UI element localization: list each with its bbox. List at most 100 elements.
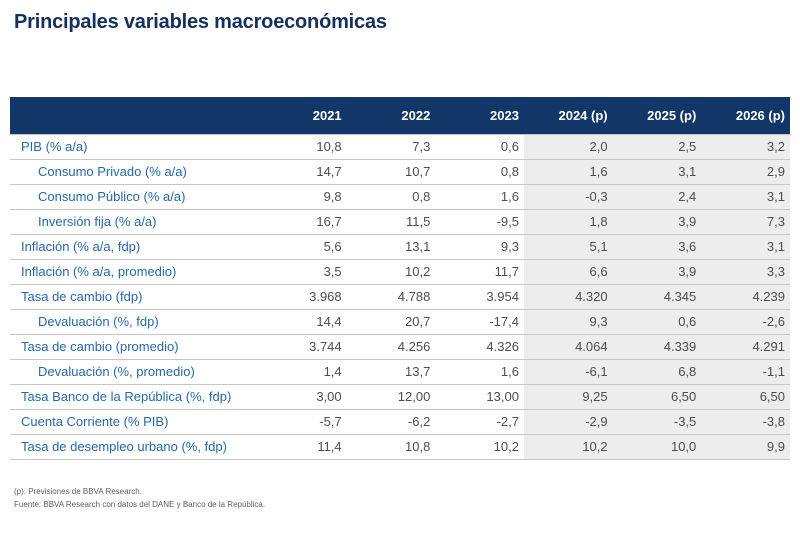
value-cell: 3,1 <box>701 234 790 260</box>
value-cell: 4.256 <box>346 334 436 360</box>
value-cell: -2,9 <box>523 409 613 435</box>
table-header-row: 2021 2022 2023 2024 (p) 2025 (p) 2026 (p) <box>10 97 790 135</box>
footnote-previsiones: (p): Previsiones de BBVA Research. <box>14 487 142 496</box>
year-column-header: 2024 (p) <box>523 97 613 135</box>
value-cell: 5,6 <box>258 234 347 260</box>
value-cell: 3,9 <box>612 259 702 285</box>
value-cell: 4.320 <box>523 284 613 310</box>
value-cell: -3,5 <box>612 409 702 435</box>
table-row: Devaluación (%, fdp) 14,4 20,7 -17,4 9,3 0,6-… <box>10 309 790 335</box>
table-row: Consumo Público (% a/a) 9,8 0,8 1,6 -0,3 2,4 3… <box>10 184 790 210</box>
value-cell: 1,6 <box>435 184 524 210</box>
table-row: Tasa de cambio (promedio) 3.744 4.256 4.326… <box>10 334 790 360</box>
year-column-header: 2021 <box>258 97 347 135</box>
value-cell: 0,6 <box>435 134 524 160</box>
value-cell: 0,6 <box>612 309 702 335</box>
row-label: Tasa Banco de la República (%, fdp) <box>10 384 258 410</box>
row-label: Tasa de cambio (promedio) <box>10 334 258 360</box>
value-cell: 4.788 <box>346 284 436 310</box>
value-cell: 0,8 <box>435 159 524 185</box>
value-cell: 10,2 <box>435 434 524 460</box>
year-column-header: 2023 <box>435 97 524 135</box>
value-cell: 3,1 <box>701 184 790 210</box>
value-cell: 11,7 <box>435 259 524 285</box>
value-cell: -5,7 <box>258 409 347 435</box>
value-cell: 13,00 <box>435 384 524 410</box>
value-cell: 3,9 <box>612 209 702 235</box>
value-cell: 1,4 <box>258 359 347 385</box>
table-row: Consumo Privado (% a/a) 14,7 10,7 0,8 1,6 3,1… <box>10 159 790 185</box>
value-cell: 3,1 <box>612 159 702 185</box>
value-cell: 10,8 <box>346 434 436 460</box>
value-cell: 12,00 <box>346 384 436 410</box>
value-cell: 11,5 <box>346 209 436 235</box>
value-cell: 6,8 <box>612 359 702 385</box>
value-cell: 13,7 <box>346 359 436 385</box>
value-cell: -6,2 <box>346 409 436 435</box>
value-cell: 2,4 <box>612 184 702 210</box>
value-cell: 3.954 <box>435 284 524 310</box>
year-column-header: 2026 (p) <box>701 97 790 135</box>
value-cell: 6,6 <box>523 259 613 285</box>
value-cell: 4.326 <box>435 334 524 360</box>
footnotes: (p): Previsiones de BBVA Research. Fuent… <box>14 485 265 511</box>
value-cell: 10,8 <box>258 134 347 160</box>
row-label: Cuenta Corriente (% PIB) <box>10 409 258 435</box>
value-cell: 3,5 <box>258 259 347 285</box>
row-label: Devaluación (%, promedio) <box>10 359 258 385</box>
value-cell: 2,0 <box>523 134 613 160</box>
value-cell: 2,5 <box>612 134 702 160</box>
macro-variables-table: 2021 2022 2023 2024 (p) 2025 (p) 2026 (p) PIB… <box>10 97 790 460</box>
value-cell: 2,9 <box>701 159 790 185</box>
value-cell: 16,7 <box>258 209 347 235</box>
table-row: Tasa Banco de la República (%, fdp) 3,00 1… <box>10 384 790 410</box>
value-cell: 20,7 <box>346 309 436 335</box>
corner-header <box>10 97 258 135</box>
value-cell: 10,2 <box>346 259 436 285</box>
value-cell: 4.291 <box>701 334 790 360</box>
row-label: Tasa de cambio (fdp) <box>10 284 258 310</box>
footnote-fuente: Fuente: BBVA Research con datos del DANE… <box>14 500 266 509</box>
value-cell: -0,3 <box>523 184 613 210</box>
row-label: Tasa de desempleo urbano (%, fdp) <box>10 434 258 460</box>
value-cell: 4.064 <box>523 334 613 360</box>
value-cell: 9,8 <box>258 184 347 210</box>
table-header: 2021 2022 2023 2024 (p) 2025 (p) 2026 (p) <box>10 97 790 135</box>
value-cell: 3.744 <box>258 334 347 360</box>
row-label: Inflación (% a/a, promedio) <box>10 259 258 285</box>
value-cell: 9,9 <box>701 434 790 460</box>
value-cell: 1,6 <box>435 359 524 385</box>
row-label: PIB (% a/a) <box>10 134 258 160</box>
value-cell: 1,8 <box>523 209 613 235</box>
table-row: Devaluación (%, promedio) 1,4 13,7 1,6 -6,1 6… <box>10 359 790 385</box>
value-cell: 9,3 <box>435 234 524 260</box>
page-title: Principales variables macroeconómicas <box>14 11 387 33</box>
value-cell: -6,1 <box>523 359 613 385</box>
value-cell: 11,4 <box>258 434 347 460</box>
table-row: Tasa de cambio (fdp) 3.968 4.788 3.954 4.320… <box>10 284 790 310</box>
year-column-header: 2022 <box>346 97 436 135</box>
value-cell: 7,3 <box>701 209 790 235</box>
value-cell: 4.339 <box>612 334 702 360</box>
value-cell: 3,00 <box>258 384 347 410</box>
value-cell: 10,2 <box>523 434 613 460</box>
value-cell: 3,6 <box>612 234 702 260</box>
value-cell: 10,7 <box>346 159 436 185</box>
table-row: Inversión fija (% a/a) 16,7 11,5 -9,5 1,8 3,9… <box>10 209 790 235</box>
row-label: Consumo Privado (% a/a) <box>10 159 258 185</box>
value-cell: -2,7 <box>435 409 524 435</box>
value-cell: 9,25 <box>523 384 613 410</box>
value-cell: 4.239 <box>701 284 790 310</box>
table-row: Cuenta Corriente (% PIB) -5,7 -6,2 -2,7 -2,9… <box>10 409 790 435</box>
table-row: PIB (% a/a) 10,8 7,3 0,6 2,0 2,5 3,2 <box>10 134 790 160</box>
value-cell: 10,0 <box>612 434 702 460</box>
row-label: Inflación (% a/a, fdp) <box>10 234 258 260</box>
value-cell: 5,1 <box>523 234 613 260</box>
value-cell: 1,6 <box>523 159 613 185</box>
row-label: Consumo Público (% a/a) <box>10 184 258 210</box>
value-cell: 0,8 <box>346 184 436 210</box>
row-label: Inversión fija (% a/a) <box>10 209 258 235</box>
value-cell: 4.345 <box>612 284 702 310</box>
value-cell: 3.968 <box>258 284 347 310</box>
